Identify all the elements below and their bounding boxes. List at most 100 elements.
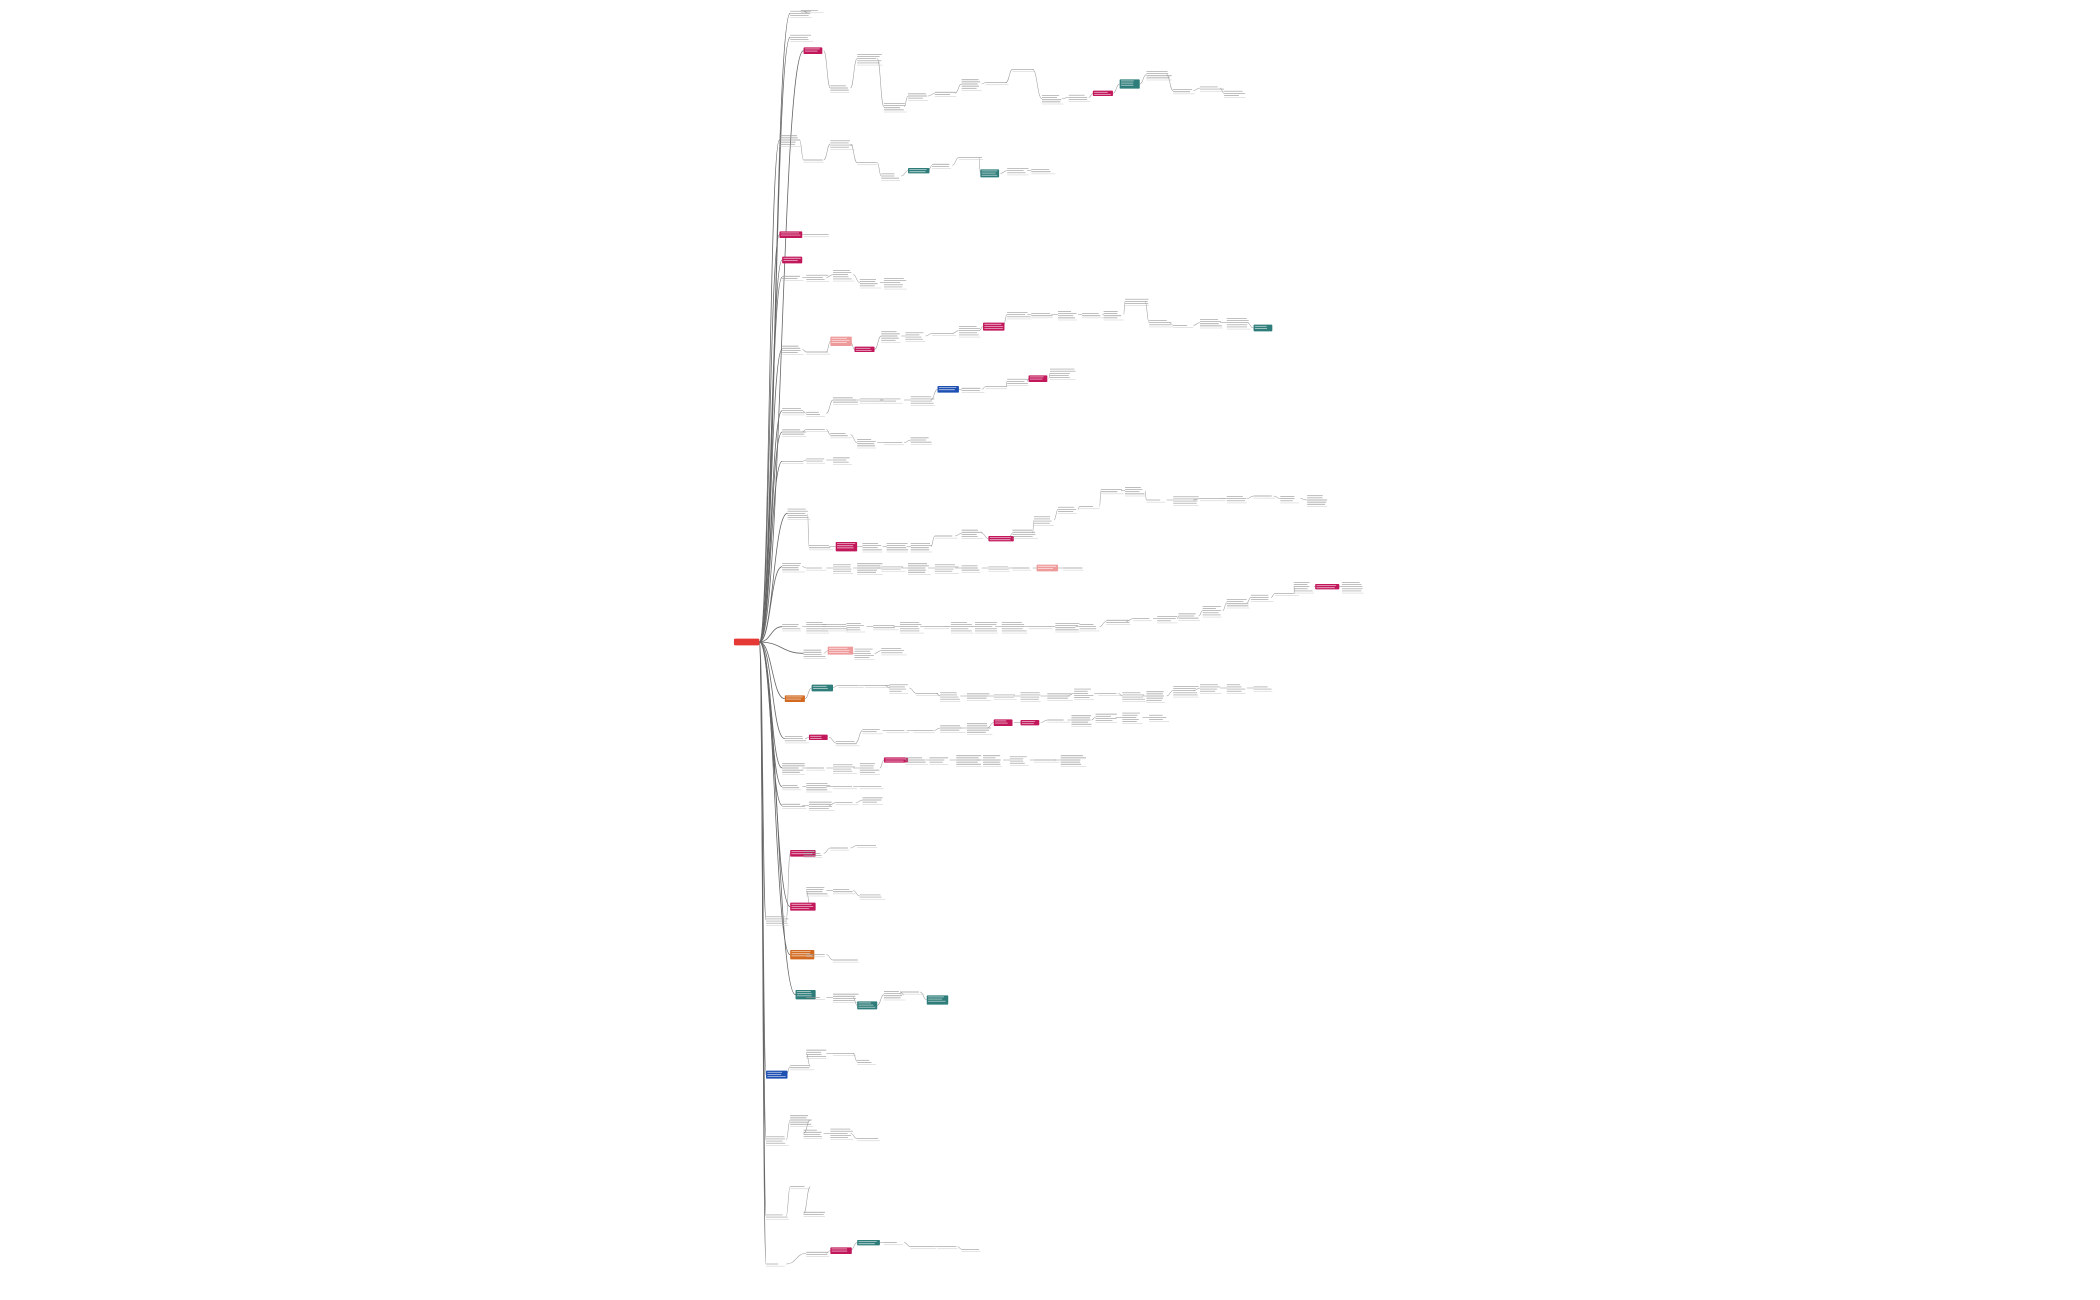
- node-link: [850, 58, 858, 89]
- highlight-node: [993, 719, 1013, 726]
- node-link: [1040, 719, 1048, 723]
- node-link: [933, 727, 941, 731]
- nodes: [766, 10, 1364, 1267]
- node-link: [952, 157, 959, 166]
- node-link: [823, 650, 828, 654]
- node-link: [850, 143, 858, 163]
- highlight-node: [908, 168, 930, 174]
- highlight-node: [811, 684, 834, 692]
- node-link: [1088, 93, 1093, 98]
- highlight-node: [779, 231, 803, 238]
- highlight-node: [1020, 720, 1040, 726]
- node-link: [879, 759, 885, 769]
- highlight-node: [790, 950, 815, 960]
- node-link: [828, 737, 836, 743]
- node-link: [1118, 693, 1123, 697]
- highlight-node: [835, 542, 858, 552]
- node-link: [853, 274, 860, 283]
- node-link: [904, 439, 911, 443]
- node-link: [785, 853, 791, 921]
- node-link: [855, 799, 863, 803]
- node-link: [1053, 509, 1059, 521]
- node-link: [1099, 621, 1107, 627]
- node-link: [909, 687, 917, 694]
- node-link: [981, 82, 986, 85]
- node-link: [786, 1253, 807, 1265]
- node-link: [850, 434, 858, 443]
- links: [758, 10, 1342, 1265]
- node-link: [802, 566, 807, 569]
- node-link: [978, 326, 984, 331]
- node-link: [826, 429, 831, 435]
- node-link: [1193, 322, 1201, 326]
- highlight-node: [782, 256, 803, 264]
- branch-link: [759, 276, 783, 643]
- node-link: [1193, 87, 1201, 91]
- node-link: [1220, 87, 1225, 94]
- node-link: [1032, 519, 1035, 534]
- node-link: [807, 513, 810, 547]
- node-link: [1166, 74, 1174, 91]
- branch-link: [759, 641, 785, 700]
- highlight-node: [1253, 324, 1273, 332]
- node-link: [802, 410, 807, 414]
- node-link: [1193, 498, 1201, 501]
- node-link: [1177, 615, 1179, 619]
- node-link: [1222, 602, 1227, 611]
- node-link: [850, 1133, 858, 1139]
- node-link: [1246, 495, 1254, 499]
- node-link: [1091, 717, 1096, 721]
- node-link: [1273, 495, 1281, 499]
- node-link: [826, 954, 834, 961]
- branch-link: [759, 234, 780, 643]
- branch-link: [759, 348, 783, 643]
- node-link: [855, 730, 863, 743]
- node-link: [901, 170, 909, 177]
- node-link: [877, 994, 885, 1006]
- node-link: [903, 95, 909, 107]
- branch-link: [759, 641, 796, 996]
- node-link: [954, 533, 962, 537]
- highlight-node: [1092, 90, 1113, 96]
- node-link: [981, 533, 989, 539]
- node-link: [874, 335, 882, 350]
- node-link: [1062, 97, 1069, 99]
- highlight-node: [830, 336, 852, 346]
- node-link: [1166, 690, 1174, 697]
- highlight-node: [988, 536, 1014, 542]
- branch-link: [759, 626, 783, 643]
- node-link: [826, 1250, 831, 1254]
- node-link: [928, 93, 935, 97]
- node-link: [1270, 593, 1276, 598]
- node-link: [930, 389, 938, 401]
- node-link: [1032, 69, 1043, 99]
- node-link: [1198, 610, 1203, 617]
- node-link: [785, 1119, 791, 1141]
- node-link: [823, 50, 831, 89]
- node-link: [957, 1246, 962, 1250]
- node-link: [802, 349, 807, 353]
- node-link: [802, 459, 807, 462]
- node-link: [1027, 378, 1029, 382]
- highlight-node: [857, 1240, 880, 1246]
- branch-link: [759, 641, 786, 740]
- branch-link: [759, 641, 804, 654]
- highlight-node: [854, 346, 875, 352]
- node-link: [1005, 69, 1013, 83]
- node-link: [829, 802, 836, 806]
- node-link: [1123, 301, 1126, 315]
- node-link: [826, 399, 834, 414]
- node-link: [803, 1119, 811, 1134]
- node-link: [876, 58, 885, 107]
- node-link: [785, 1186, 791, 1217]
- node-link: [978, 157, 981, 174]
- node-link: [823, 847, 831, 854]
- highlight-node: [1315, 584, 1340, 590]
- node-link: [823, 143, 831, 161]
- highlight-node: [830, 1247, 852, 1254]
- highlight-node: [1036, 564, 1059, 572]
- node-link: [1246, 597, 1251, 603]
